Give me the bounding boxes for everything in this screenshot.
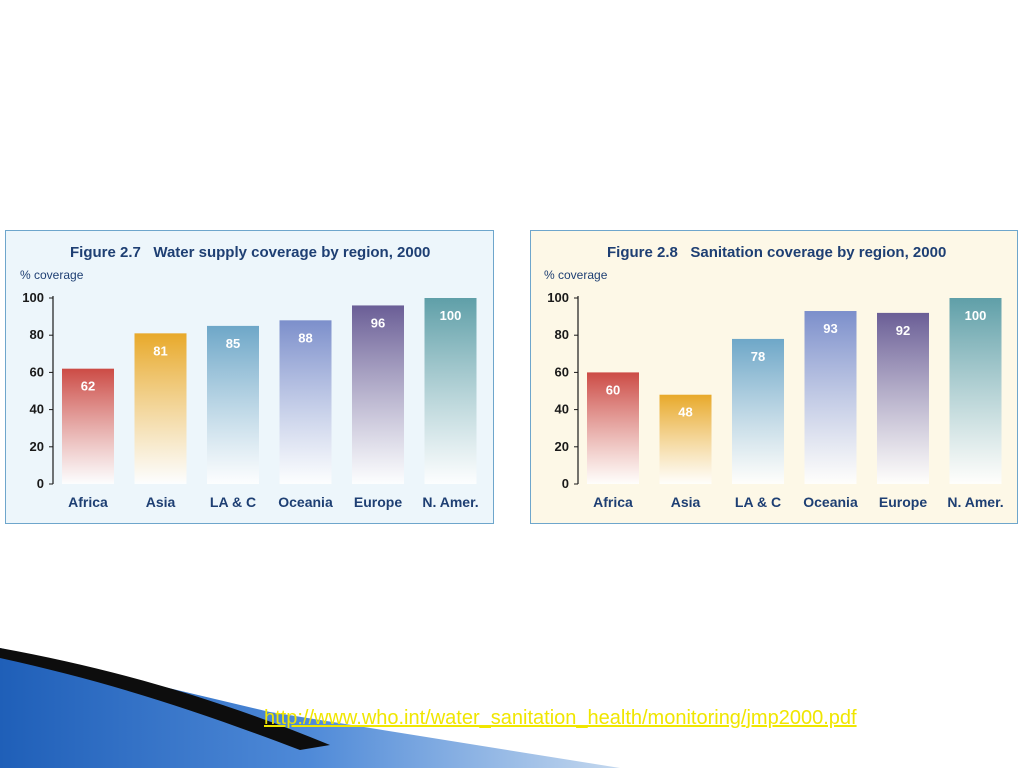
bar-value-label: 92: [896, 323, 910, 338]
sanitation-chart: Figure 2.8 Sanitation coverage by region…: [544, 244, 1004, 510]
bar: [949, 298, 1002, 484]
x-category-label: Asia: [671, 494, 701, 510]
x-category-label: LA & C: [735, 494, 781, 510]
y-axis-label: % coverage: [544, 268, 608, 282]
y-tick-label: 40: [30, 402, 44, 417]
bar-value-label: 96: [371, 315, 385, 330]
chart-title: Figure 2.8 Sanitation coverage by region…: [607, 244, 946, 261]
y-tick-label: 60: [30, 364, 44, 379]
bar-value-label: 81: [153, 343, 167, 358]
bar-value-label: 48: [678, 405, 692, 420]
bar-value-label: 62: [81, 379, 95, 394]
x-category-label: Oceania: [278, 494, 333, 510]
x-category-label: Asia: [146, 494, 176, 510]
x-category-label: Europe: [879, 494, 927, 510]
y-tick-label: 20: [555, 439, 569, 454]
bar-value-label: 85: [226, 336, 240, 351]
water-supply-chart: Figure 2.7 Water supply coverage by regi…: [20, 244, 479, 510]
sanitation-chart-panel: Figure 2.8 Sanitation coverage by region…: [530, 230, 1018, 524]
water-supply-chart-panel: Figure 2.7 Water supply coverage by regi…: [5, 230, 494, 524]
bar-value-label: 100: [440, 308, 462, 323]
y-tick-label: 80: [555, 327, 569, 342]
bar-value-label: 93: [823, 321, 837, 336]
bar: [62, 368, 114, 484]
bar: [134, 333, 187, 484]
x-category-label: Africa: [68, 494, 108, 510]
y-tick-label: 80: [30, 327, 44, 342]
y-tick-label: 100: [547, 290, 569, 305]
bar: [352, 305, 404, 484]
bar-value-label: 78: [751, 349, 765, 364]
bar: [587, 372, 639, 484]
x-category-label: N. Amer.: [422, 494, 478, 510]
bar-value-label: 88: [298, 330, 312, 345]
y-tick-label: 0: [37, 476, 44, 491]
x-category-label: LA & C: [210, 494, 256, 510]
bar-value-label: 60: [606, 382, 620, 397]
bar: [804, 311, 857, 484]
y-tick-label: 0: [562, 476, 569, 491]
y-tick-label: 20: [30, 439, 44, 454]
bar: [877, 312, 929, 484]
x-category-label: Africa: [593, 494, 633, 510]
y-tick-label: 60: [555, 364, 569, 379]
y-axis-label: % coverage: [20, 268, 84, 282]
bar-value-label: 100: [965, 308, 987, 323]
footer-swoosh-line: [0, 648, 330, 750]
footer-swoosh-shape: [0, 648, 620, 768]
bar: [659, 394, 712, 484]
chart-title: Figure 2.7 Water supply coverage by regi…: [70, 244, 430, 261]
x-category-label: Europe: [354, 494, 402, 510]
bar: [424, 298, 477, 484]
y-tick-label: 100: [22, 290, 44, 305]
footer-decoration: [0, 648, 620, 768]
bar: [207, 325, 259, 484]
bar: [279, 320, 332, 484]
source-link[interactable]: http://www.who.int/water_sanitation_heal…: [264, 707, 857, 729]
bar: [732, 338, 784, 484]
y-tick-label: 40: [555, 402, 569, 417]
x-category-label: Oceania: [803, 494, 858, 510]
x-category-label: N. Amer.: [947, 494, 1003, 510]
